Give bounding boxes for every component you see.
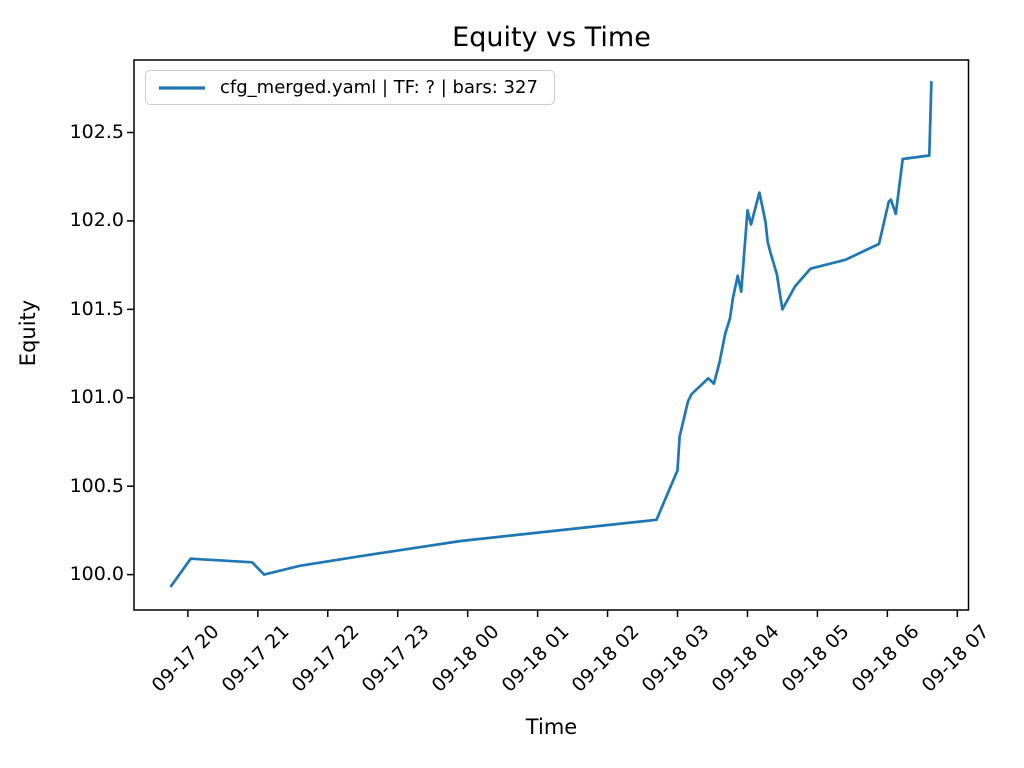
y-tick-label: 101.0 [69, 386, 124, 409]
legend: cfg_merged.yaml | TF: ? | bars: 327 [145, 70, 555, 105]
chart-title: Equity vs Time [452, 22, 651, 53]
y-tick-label: 102.5 [69, 121, 124, 143]
legend-line-sample [159, 85, 205, 90]
equity-line [169, 81, 933, 588]
y-tick-label: 100.5 [69, 474, 124, 497]
y-tick-label: 101.5 [69, 297, 124, 320]
y-tick-label: 102.0 [69, 209, 124, 232]
y-tick-label: 100.0 [69, 563, 124, 586]
legend-label: cfg_merged.yaml | TF: ? | bars: 327 [220, 77, 538, 98]
plot-border [133, 59, 970, 611]
tick-marks [127, 131, 959, 617]
y-axis-label: Equity [16, 299, 40, 367]
x-axis-label: Time [525, 715, 578, 739]
